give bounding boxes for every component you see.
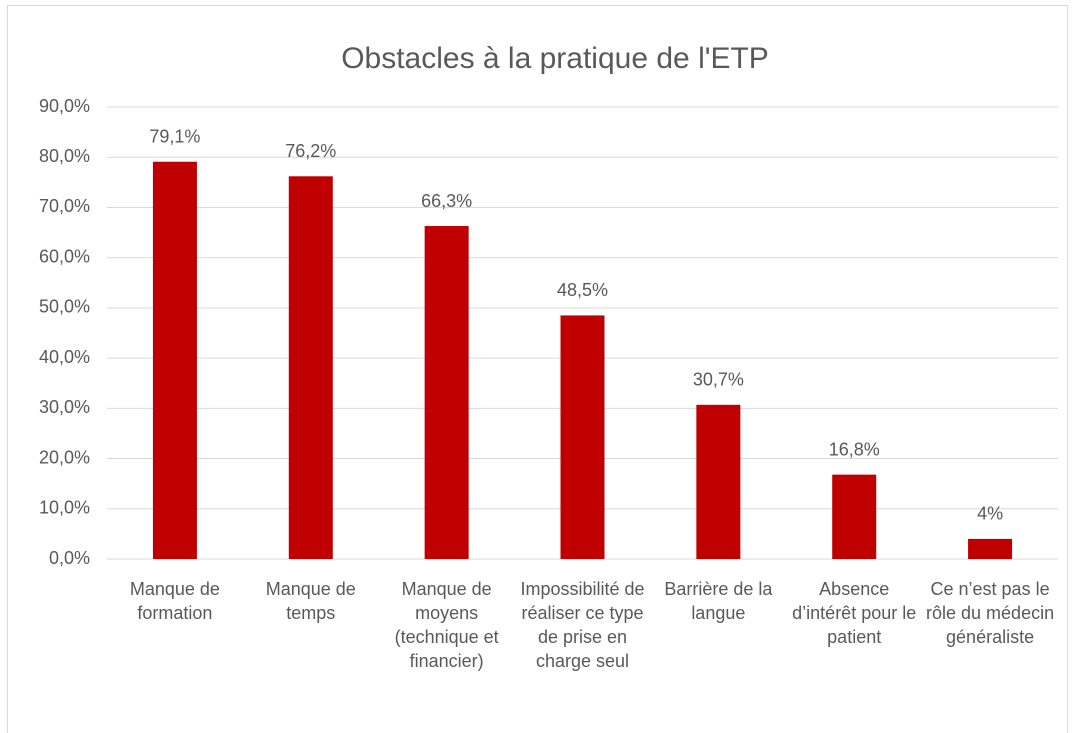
data-label: 79,1% bbox=[149, 126, 200, 146]
y-tick-label: 70,0% bbox=[39, 196, 90, 216]
x-tick-label: Barrière de la langue bbox=[664, 579, 773, 623]
x-tick-label: Manque de temps bbox=[265, 579, 356, 623]
y-tick-label: 60,0% bbox=[39, 246, 90, 266]
data-label: 66,3% bbox=[421, 191, 472, 211]
data-label: 30,7% bbox=[693, 370, 744, 390]
x-tick-label: Manque de moyens (technique et financier… bbox=[394, 579, 499, 671]
x-tick-label: Absence d’intérêt pour le patient bbox=[792, 579, 917, 647]
chart-title: Obstacles à la pratique de l'ETP bbox=[341, 42, 769, 75]
bar bbox=[424, 226, 469, 559]
bar bbox=[968, 538, 1013, 559]
y-tick-label: 90,0% bbox=[39, 96, 90, 116]
data-label: 4% bbox=[977, 504, 1003, 524]
data-label: 48,5% bbox=[557, 280, 608, 300]
y-tick-label: 50,0% bbox=[39, 297, 90, 317]
data-label: 16,8% bbox=[829, 439, 880, 459]
bar bbox=[832, 474, 877, 559]
y-tick-label: 10,0% bbox=[39, 498, 90, 518]
bar bbox=[152, 161, 197, 559]
bar bbox=[560, 315, 605, 559]
bar bbox=[288, 176, 333, 559]
y-tick-label: 80,0% bbox=[39, 146, 90, 166]
y-tick-label: 30,0% bbox=[39, 397, 90, 417]
y-tick-label: 20,0% bbox=[39, 447, 90, 467]
y-tick-label: 40,0% bbox=[39, 347, 90, 367]
x-tick-label: Ce n’est pas le rôle du médecin générali… bbox=[926, 579, 1055, 647]
data-label: 76,2% bbox=[285, 141, 336, 161]
x-tick-label: Manque de formation bbox=[129, 579, 220, 623]
y-tick-label: 0,0% bbox=[49, 548, 90, 568]
x-tick-label: Impossibilité de réaliser ce type de pri… bbox=[520, 579, 645, 671]
bar bbox=[696, 404, 741, 559]
